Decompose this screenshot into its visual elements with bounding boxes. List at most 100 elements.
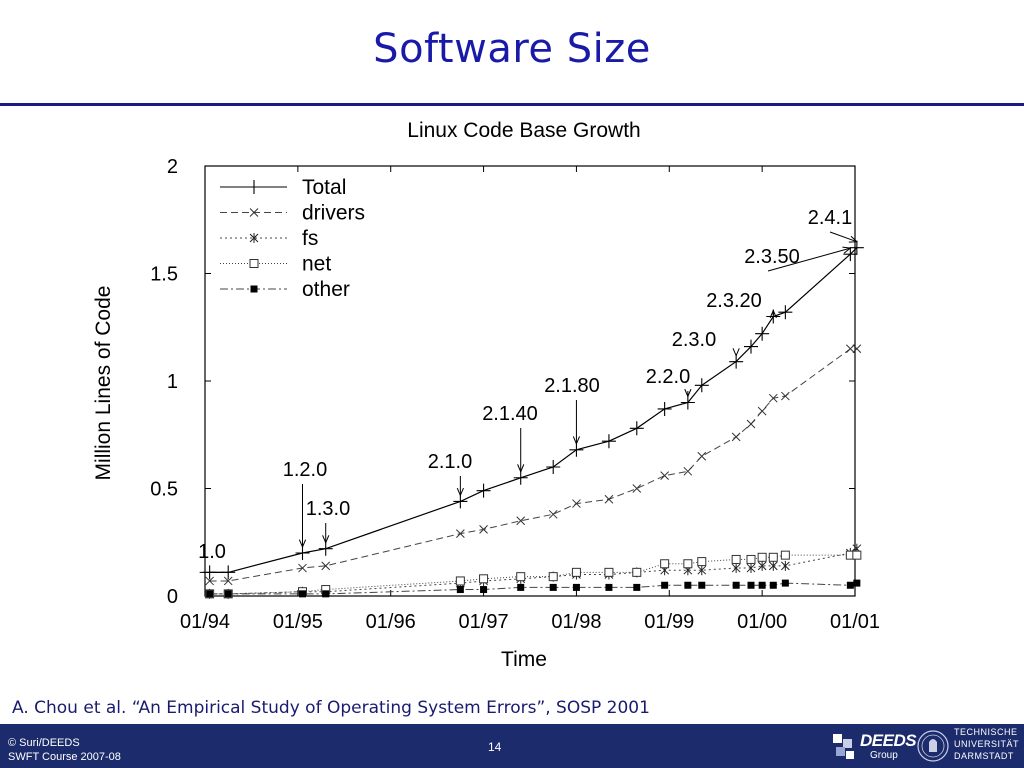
series-point-other: [758, 581, 766, 589]
series-point-other: [206, 590, 214, 598]
annotation-arrowhead-2-4-1: [848, 235, 859, 243]
annotation-arrowhead-1-2-0: [298, 539, 307, 549]
series-point-drivers: [205, 576, 214, 586]
series-point-other: [684, 581, 692, 589]
annotation-label-2-1-0: 2.1.0: [428, 451, 472, 473]
footer-bar: © Suri/DEEDS SWFT Course 2007-08 14 DEED…: [0, 724, 1024, 768]
series-point-total: [849, 240, 864, 255]
series-point-drivers: [660, 471, 669, 480]
series-point-net: [683, 559, 693, 569]
deeds-emblem-icon: [833, 734, 854, 759]
legend-label-total: Total: [302, 176, 346, 199]
series-point-drivers: [298, 563, 307, 573]
series-point-fs: [731, 563, 741, 574]
series-point-other: [846, 581, 854, 589]
series-point-other: [698, 581, 706, 589]
title-divider: [0, 103, 1024, 106]
series-point-total: [453, 494, 468, 509]
annotation-arrowhead-2-1-0: [456, 487, 464, 497]
annotation-label-2-1-40: 2.1.40: [482, 403, 538, 425]
page-number: 14: [488, 740, 502, 754]
legend-marker-other: [250, 285, 258, 293]
annotation-arrowhead-2-2-0: [684, 388, 692, 398]
deeds-group-logo: DEEDS Group: [830, 729, 917, 765]
series-point-fs: [757, 560, 767, 571]
series-point-other: [781, 579, 789, 587]
series-point-other: [456, 586, 464, 594]
series-point-total: [513, 470, 528, 485]
series-point-net: [632, 567, 642, 577]
series-point-total: [657, 401, 672, 416]
series-point-total: [843, 247, 858, 262]
series-point-drivers: [572, 499, 581, 508]
footer-credits: © Suri/DEEDS SWFT Course 2007-08: [8, 736, 121, 764]
legend-marker-drivers: [249, 208, 259, 217]
series-point-other: [299, 590, 306, 598]
annotation-arrow-2-3-50: [767, 247, 851, 272]
series-point-other: [480, 586, 488, 594]
series-point-total: [694, 378, 709, 393]
series-point-drivers: [768, 393, 778, 403]
series-point-net: [455, 576, 465, 586]
annotation-label-2-3-20: 2.3.20: [706, 290, 762, 312]
series-point-net: [757, 552, 767, 562]
series-point-drivers: [846, 344, 855, 354]
legend-label-fs: fs: [302, 227, 318, 250]
legend-marker-fs: [249, 233, 259, 243]
series-point-fs: [781, 560, 790, 571]
y-tick-label: 2: [167, 156, 178, 178]
x-tick-label: 01/97: [459, 611, 509, 633]
annotation-label-2-2-0: 2.2.0: [646, 366, 690, 388]
series-point-total: [295, 546, 310, 560]
series-point-other: [517, 583, 525, 591]
series-point-other: [853, 579, 861, 587]
tu-line-3: DARMSTADT: [954, 751, 1014, 761]
legend-label-drivers: drivers: [302, 202, 365, 225]
tu-line-1: TECHNISCHE: [954, 727, 1018, 737]
series-point-other: [769, 581, 777, 589]
series-point-total: [569, 442, 584, 457]
deeds-logo-sub: Group: [870, 750, 898, 761]
tu-wordmark: TECHNISCHE UNIVERSITÄT DARMSTADT: [954, 726, 1019, 762]
series-point-total: [629, 421, 644, 436]
legend-marker-net: [249, 259, 259, 268]
series-point-net: [746, 554, 756, 564]
legend-label-net: net: [302, 253, 331, 276]
legend-label-other: other: [302, 278, 350, 301]
series-point-drivers: [516, 516, 526, 526]
athena-seal-icon: [917, 730, 949, 762]
x-axis-label: Time: [501, 648, 547, 671]
annotation-arrowhead-2-3-20: [769, 309, 777, 319]
x-tick-label: 01/94: [180, 611, 230, 633]
annotation-arrowhead-2-1-40: [517, 464, 525, 474]
series-point-drivers: [456, 529, 465, 539]
series-point-total: [778, 305, 793, 320]
slide-title: Software Size: [373, 26, 651, 72]
series-point-other: [605, 583, 613, 591]
series-point-drivers: [683, 466, 693, 476]
deeds-logo-word: DEEDS: [860, 731, 917, 750]
linux-growth-chart: Linux Code Base Growth Time Million Line…: [92, 119, 880, 671]
series-point-fs: [697, 565, 707, 576]
series-point-other: [747, 581, 755, 589]
chart-title: Linux Code Base Growth: [407, 119, 640, 142]
series-point-fs: [768, 560, 778, 571]
footer-copyright: © Suri/DEEDS: [8, 737, 80, 749]
y-axis-label: Million Lines of Code: [92, 286, 115, 481]
annotation-label-2-1-80: 2.1.80: [544, 375, 600, 397]
series-point-drivers: [781, 391, 790, 401]
annotation-label-2-3-0: 2.3.0: [672, 329, 716, 351]
series-point-other: [549, 583, 557, 591]
series-point-total: [601, 434, 616, 449]
series-point-net: [479, 574, 489, 584]
x-tick-label: 01/01: [830, 611, 880, 633]
series-point-drivers: [757, 406, 767, 416]
series-point-drivers: [604, 494, 614, 504]
series-point-other: [732, 581, 740, 589]
series-point-drivers: [746, 419, 756, 429]
series-point-other: [633, 583, 641, 591]
series-point-net: [780, 550, 790, 560]
series-point-drivers: [731, 432, 741, 442]
series-point-drivers: [479, 524, 488, 534]
series-point-drivers: [632, 484, 642, 493]
